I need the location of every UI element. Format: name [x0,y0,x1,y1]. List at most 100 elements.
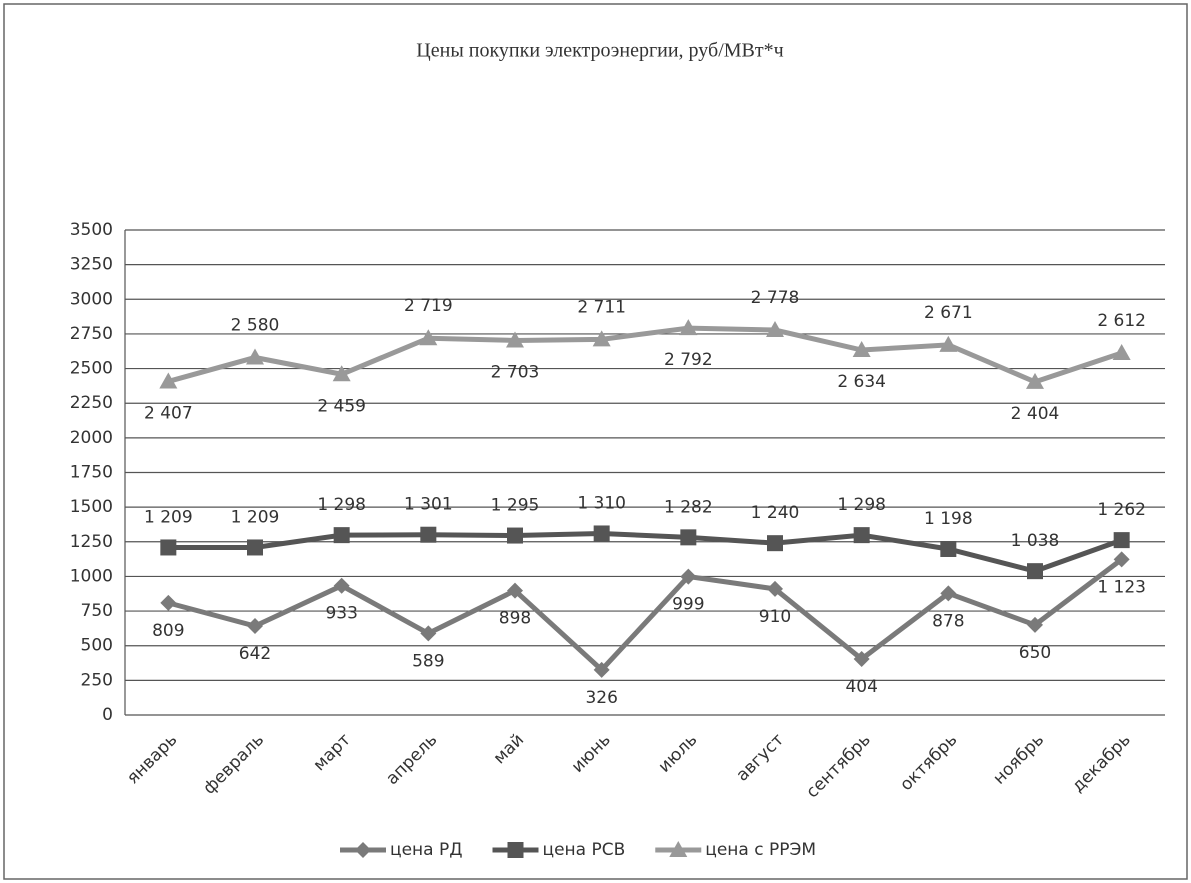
y-tick-label: 2750 [70,324,113,344]
data-label: 1 240 [751,503,800,523]
marker [506,331,524,348]
y-tick-label: 250 [81,670,113,690]
data-label: 589 [412,651,444,671]
marker [940,540,957,557]
marker [1027,616,1043,633]
data-label: 2 634 [837,372,886,392]
data-label: 326 [585,688,617,708]
y-tick-label: 1750 [70,463,113,483]
data-label: 1 310 [577,493,626,513]
data-label: 2 778 [751,288,800,308]
marker [853,651,870,668]
y-tick-label: 750 [81,601,113,621]
data-label: 910 [759,607,791,627]
marker [1113,532,1130,549]
series-line [168,530,1123,574]
marker [852,341,871,358]
data-label: 2 459 [317,396,366,416]
marker [246,348,264,365]
series: 809 642 933 589 898 326 999 910 404 878 650 1 123 [152,551,1146,708]
legend-marker [669,841,688,857]
y-tick-label: 3250 [70,255,113,275]
y-tick-label: 3000 [70,289,113,309]
x-tick-label: март [310,730,355,775]
chart-title: Цены покупки электроэнергии, руб/МВт*ч [416,40,783,62]
marker [159,372,178,389]
marker [1112,344,1131,361]
data-label: 2 580 [231,315,280,335]
data-label: 878 [932,611,964,631]
data-label: 1 295 [491,496,540,516]
data-label: 2 703 [491,362,540,382]
marker [1027,563,1043,580]
data-label: 650 [1019,643,1051,663]
marker [1026,372,1044,389]
legend-marker [507,842,524,858]
data-label: 933 [325,604,357,624]
marker [247,618,263,635]
series-line [167,325,1123,385]
data-label: 1 123 [1097,577,1146,597]
frame [3,3,1188,880]
data-label: 1 298 [317,495,366,515]
y-tick-label: 3500 [70,220,113,240]
data-label: 1 298 [837,495,886,515]
data-label: 809 [152,621,184,641]
data-label: 2 719 [404,296,453,316]
y-tick-label: 2250 [70,393,113,413]
x-tick-label: июнь [568,730,615,777]
marker [420,526,437,543]
data-label: 2 792 [664,350,713,370]
data-label: 2 671 [924,303,973,323]
x-tick-label: январь [123,730,181,788]
marker [160,539,177,556]
data-label: 1 209 [144,507,193,527]
marker [853,527,870,544]
marker [940,585,957,602]
x-tick-label: февраль [199,730,268,799]
data-label: 999 [672,595,704,615]
marker [593,661,610,678]
marker [592,330,611,347]
marker [767,580,783,597]
y-tick-label: 2500 [70,359,113,379]
y-tick-label: 2000 [70,428,113,448]
x-tick-label: ноябрь [989,730,1048,789]
legend-marker [355,842,371,858]
legend-label: цена РСВ [543,840,626,860]
y-tick-label: 1500 [70,497,113,517]
data-label: 642 [239,644,271,664]
marker [593,525,610,542]
x-tick-label: июль [655,730,702,777]
marker [332,365,351,382]
marker [420,625,437,642]
x-tick-label: август [732,730,788,786]
x-tick-label: апрель [382,730,441,789]
y-tick-label: 0 [102,705,113,725]
legend-label: цена с РРЭМ [705,840,816,860]
x-tick-label: октябрь [896,730,961,795]
marker [1113,551,1130,568]
marker [419,329,438,346]
marker [507,527,523,544]
legend: цена РД цена РСВ цена с РРЭМ [340,840,816,860]
series-line [167,557,1124,674]
legend-label: цена РД [390,840,463,860]
marker [333,577,350,594]
x-tick-label: декабрь [1068,730,1135,797]
marker [680,568,697,585]
data-label: 1 262 [1097,500,1146,520]
data-label: 2 612 [1097,311,1146,331]
x-tick-label: май [490,730,528,768]
x-tick-label: сентябрь [802,730,874,802]
marker [939,335,958,352]
y-tick-label: 500 [81,636,113,656]
series: 2 407 2 580 2 459 2 719 2 703 2 711 2 792 2 778… [144,288,1146,424]
data-label: 1 209 [231,507,280,527]
y-tick-label: 1000 [70,566,113,586]
data-label: 2 404 [1011,404,1060,424]
marker [247,539,263,556]
data-label: 898 [499,609,531,629]
marker [766,321,784,338]
